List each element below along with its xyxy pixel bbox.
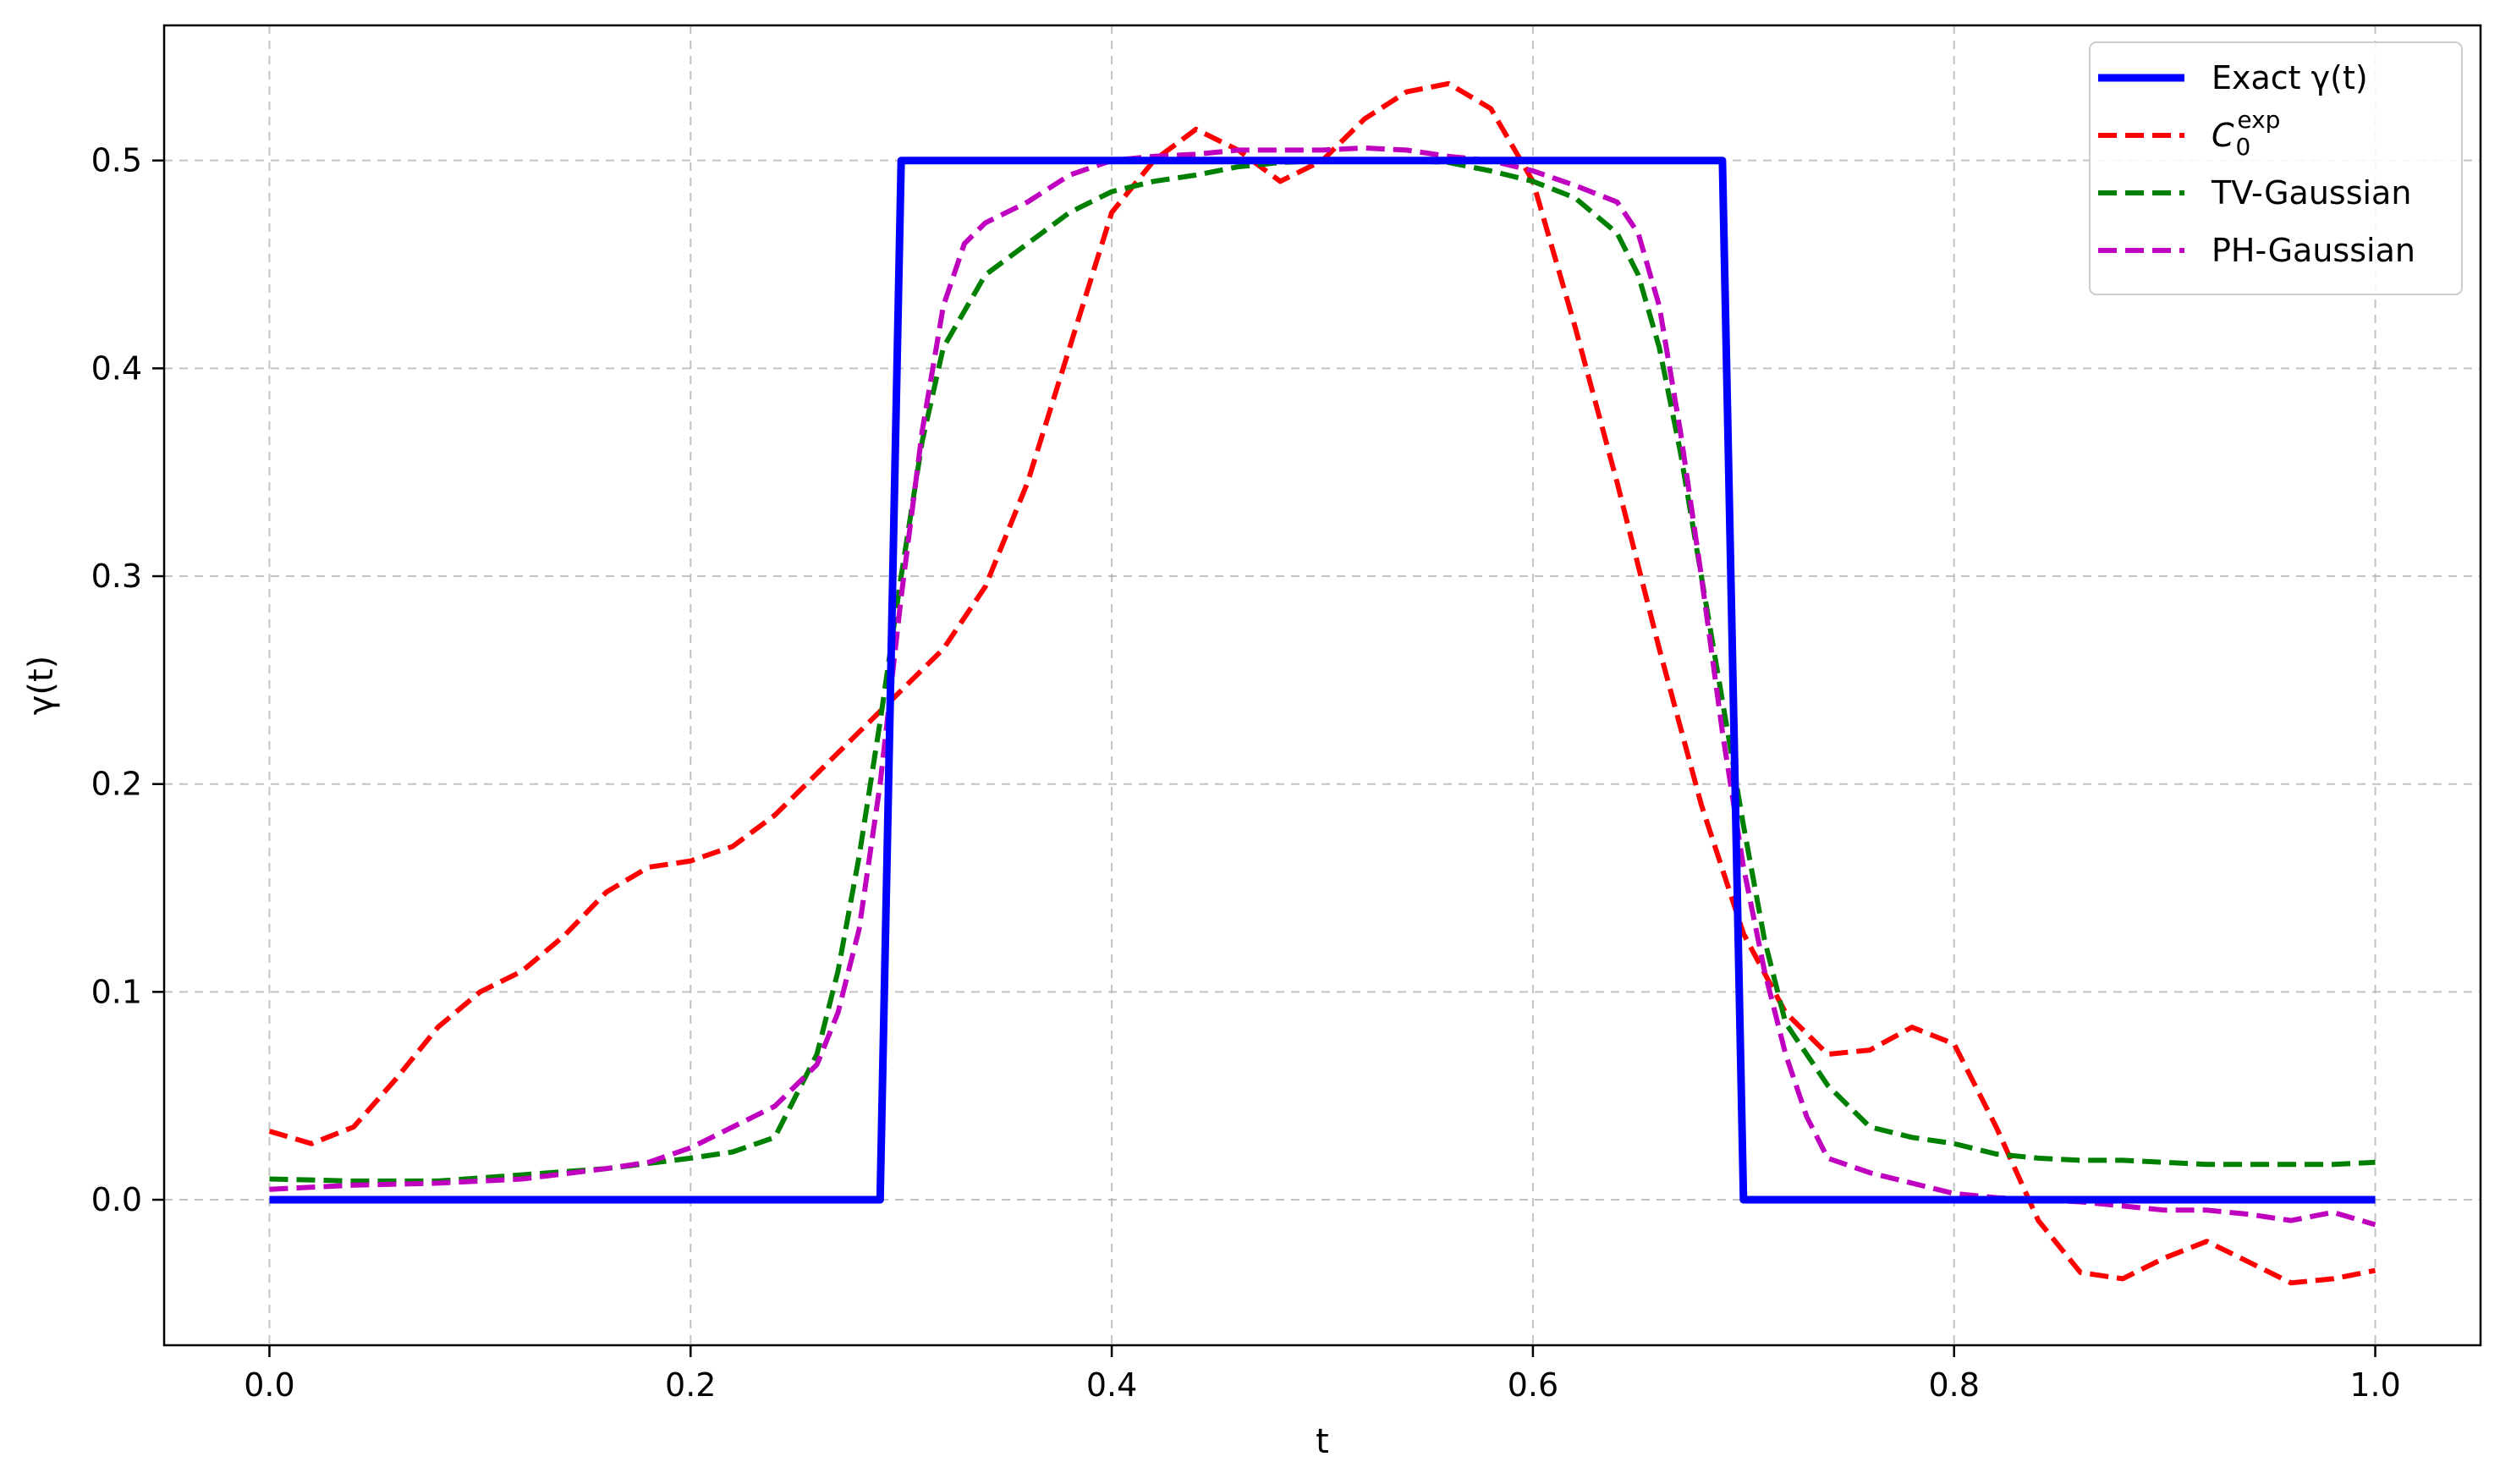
x-axis-label: t: [1316, 1422, 1329, 1461]
y-tick-label: 0.1: [91, 973, 142, 1010]
x-tick-label: 0.8: [1929, 1366, 1980, 1404]
legend-label-superscript: exp: [2237, 106, 2280, 134]
legend-label-ph-gaussian: PH-Gaussian: [2212, 232, 2415, 269]
x-tick-label: 0.0: [244, 1366, 294, 1404]
x-tick-label: 0.2: [665, 1366, 716, 1404]
legend-label-c0exp: C0exp: [2212, 106, 2280, 161]
y-axis-label: γ(t): [22, 656, 61, 716]
legend-label-exact-t: Exact γ(t): [2212, 59, 2368, 96]
legend: Exact γ(t) C0exp TV-Gaussian PH-Gaussian: [2089, 41, 2463, 295]
y-tick-label: 0.0: [91, 1181, 142, 1218]
legend-label-base: C: [2212, 117, 2234, 154]
y-tick-label: 0.3: [91, 558, 142, 595]
y-tick-label: 0.4: [91, 349, 142, 387]
series-line-exact-t: [269, 157, 2376, 1204]
legend-box: [2089, 41, 2463, 295]
x-tick-label: 0.4: [1086, 1366, 1137, 1404]
y-tick-label: 0.2: [91, 766, 142, 803]
x-tick-label: 1.0: [2349, 1366, 2400, 1404]
x-axis-ticks: 0.0 0.2 0.4 0.6 0.8 1.0: [244, 1345, 2401, 1404]
plot-frame: [162, 24, 2482, 1347]
series-layer: [268, 80, 2376, 1286]
y-axis-ticks: 0.0 0.1 0.2 0.3 0.4 0.5: [91, 142, 164, 1218]
legend-label-subscript: 0: [2236, 133, 2251, 161]
legend-label-tv-gaussian: TV-Gaussian: [2211, 174, 2411, 212]
x-tick-label: 0.6: [1508, 1366, 1558, 1404]
y-tick-label: 0.5: [91, 142, 142, 179]
